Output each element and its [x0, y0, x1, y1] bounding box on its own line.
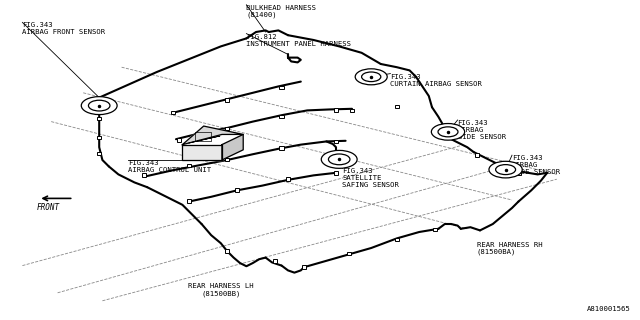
Bar — [225, 249, 230, 253]
Text: A810001565: A810001565 — [587, 306, 630, 312]
Text: FIG.343
AIRBAG
SIDE SENSOR: FIG.343 AIRBAG SIDE SENSOR — [512, 155, 560, 175]
Bar — [186, 164, 191, 167]
Bar — [346, 252, 351, 255]
Bar — [333, 108, 339, 112]
Text: REAR HARNESS LH
(81500BB): REAR HARNESS LH (81500BB) — [188, 283, 253, 297]
Text: FIG.343
AIRBAG FRONT SENSOR: FIG.343 AIRBAG FRONT SENSOR — [22, 22, 106, 36]
Bar — [225, 157, 230, 161]
Bar — [301, 265, 307, 269]
Text: BULKHEAD HARNESS
(81400): BULKHEAD HARNESS (81400) — [246, 5, 316, 18]
Text: FRONT: FRONT — [36, 203, 60, 212]
Bar — [186, 199, 191, 203]
Bar — [279, 115, 284, 118]
Circle shape — [355, 69, 387, 85]
Bar — [225, 98, 230, 102]
Bar — [97, 136, 102, 140]
Bar — [394, 237, 399, 241]
Circle shape — [321, 150, 357, 168]
Bar — [394, 105, 399, 108]
Text: REAR HARNESS RH
(81500BA): REAR HARNESS RH (81500BA) — [477, 242, 543, 255]
Bar — [285, 177, 291, 181]
Bar — [349, 108, 355, 112]
Text: FIG.343
AIRBAG
SIDE SENSOR: FIG.343 AIRBAG SIDE SENSOR — [458, 120, 506, 140]
Text: FIG.343
SATELLITE
SAFING SENSOR: FIG.343 SATELLITE SAFING SENSOR — [342, 168, 399, 188]
Bar — [97, 152, 102, 156]
Bar — [433, 228, 438, 231]
Bar — [225, 127, 230, 131]
Bar — [273, 259, 278, 263]
Polygon shape — [182, 126, 243, 145]
Text: FIG.343
CURTAIN AIRBAG SENSOR: FIG.343 CURTAIN AIRBAG SENSOR — [390, 74, 483, 87]
Bar — [177, 138, 182, 142]
Text: FIG.812
INSTRUMENT PANEL HARNESS: FIG.812 INSTRUMENT PANEL HARNESS — [246, 34, 351, 47]
Bar — [279, 146, 284, 150]
Bar — [97, 116, 102, 120]
Polygon shape — [222, 134, 243, 160]
Polygon shape — [182, 145, 222, 160]
Bar — [141, 173, 147, 177]
Circle shape — [431, 124, 465, 140]
Circle shape — [489, 161, 522, 178]
Circle shape — [81, 97, 117, 115]
Bar — [234, 188, 239, 192]
Text: FIG.343
AIRBAG CONTROL UNIT: FIG.343 AIRBAG CONTROL UNIT — [128, 160, 211, 173]
Bar — [333, 140, 339, 143]
Bar — [279, 85, 284, 89]
Bar — [170, 111, 175, 115]
Bar — [333, 171, 339, 175]
Bar — [474, 153, 479, 157]
Bar — [516, 172, 521, 175]
